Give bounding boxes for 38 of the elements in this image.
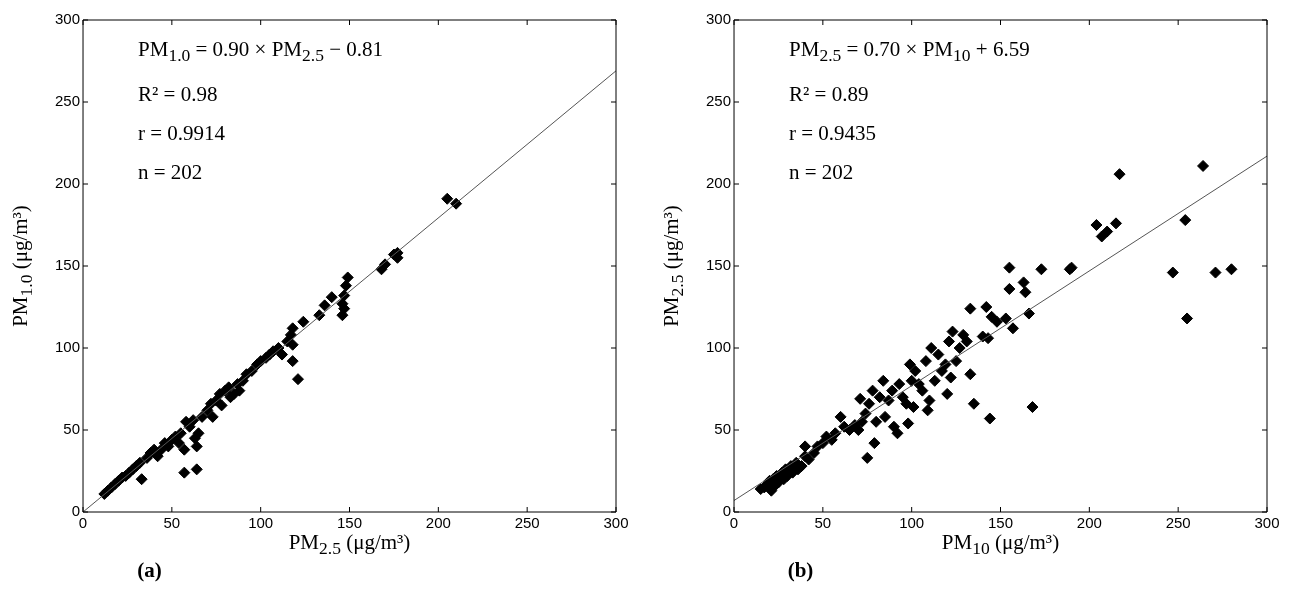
x-tick-label: 150 bbox=[988, 514, 1014, 532]
y-tick-label: 250 bbox=[55, 92, 81, 110]
x-axis-title: PM$_{10}$ (μg/m³) bbox=[941, 530, 1060, 560]
x-tick-label: 100 bbox=[899, 514, 925, 532]
y-tick-label: 200 bbox=[706, 174, 732, 192]
annotation: r = 0.9914 bbox=[138, 120, 227, 148]
y-tick-label: 300 bbox=[55, 10, 81, 28]
x-tick-label: 100 bbox=[248, 514, 274, 532]
annotation: PM$_{1.0}$ = 0.90 × PM$_{2.5}$ − 0.81 bbox=[138, 36, 384, 68]
x-axis-title: PM$_{2.5}$ (μg/m³) bbox=[288, 530, 411, 560]
x-tick-label: 200 bbox=[425, 514, 451, 532]
y-tick-label: 100 bbox=[55, 338, 81, 356]
text: (b) bbox=[787, 558, 814, 583]
y-tick-label: 100 bbox=[706, 338, 732, 356]
x-tick-label: 250 bbox=[514, 514, 540, 532]
annotation: n = 202 bbox=[138, 159, 204, 187]
y-tick-label: 50 bbox=[63, 420, 81, 438]
x-tick-label: 300 bbox=[603, 514, 629, 532]
y-tick-label: 150 bbox=[706, 256, 732, 274]
x-tick-label: 50 bbox=[814, 514, 832, 532]
annotation: R² = 0.98 bbox=[138, 81, 219, 109]
x-tick-label: 200 bbox=[1076, 514, 1102, 532]
annotation: n = 202 bbox=[789, 159, 855, 187]
y-tick-label: 200 bbox=[55, 174, 81, 192]
y-tick-label: 50 bbox=[714, 420, 732, 438]
annotation: PM$_{2.5}$ = 0.70 × PM$_{10}$ + 6.59 bbox=[789, 36, 1030, 68]
x-tick-label: 50 bbox=[163, 514, 181, 532]
y-tick-label: 0 bbox=[71, 502, 81, 520]
y-tick-label: 0 bbox=[722, 502, 732, 520]
x-tick-label: 150 bbox=[337, 514, 363, 532]
y-tick-label: 150 bbox=[55, 256, 81, 274]
y-tick-label: 250 bbox=[706, 92, 732, 110]
y-tick-label: 300 bbox=[706, 10, 732, 28]
annotation: R² = 0.89 bbox=[789, 81, 870, 109]
text: (a) bbox=[137, 558, 162, 583]
annotation: r = 0.9435 bbox=[789, 120, 878, 148]
x-tick-label: 300 bbox=[1254, 514, 1280, 532]
x-tick-label: 250 bbox=[1165, 514, 1191, 532]
